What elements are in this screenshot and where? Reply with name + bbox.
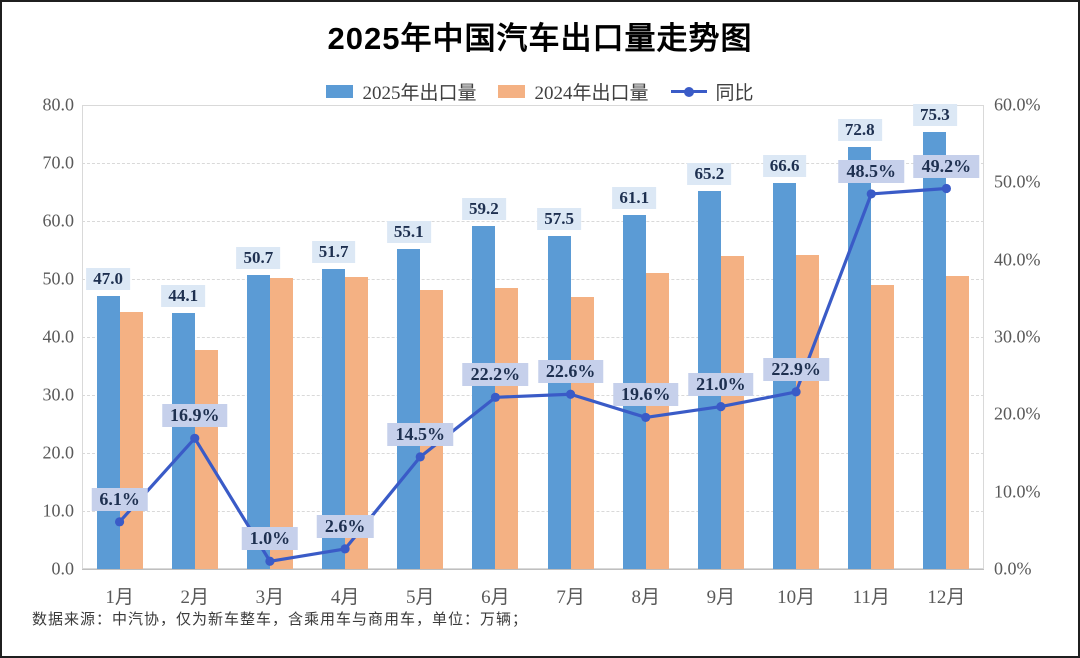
x-axis-label: 5月 [405,587,435,608]
bar-2025 [171,313,195,569]
x-axis-label: 1月 [105,587,134,608]
right-axis-tick: 60.0% [994,94,1041,115]
bar-value-label: 61.1 [612,186,657,209]
bar-2025 [848,146,872,569]
legend-item-2: 同比 [670,78,754,105]
x-axis-label: 4月 [330,587,360,608]
legend-label: 同比 [715,83,754,104]
left-axis-tick: 0.0 [51,558,75,579]
bar-value-label: 59.2 [462,197,506,220]
line-value-label: 1.0% [241,527,299,551]
bar-2024 [946,276,970,569]
line-value-label: 19.6% [613,383,679,407]
bar-2025 [547,235,571,569]
line-marker-dot-icon [683,86,694,97]
right-axis-tick: 10.0% [994,481,1041,502]
blue-bar-swatch-icon [326,85,354,98]
legend-label: 2024年出口量 [534,83,649,104]
bar-2024 [495,288,519,569]
x-axis-label: 2月 [180,587,210,608]
left-axis-tick: 80.0 [42,94,75,115]
left-axis-tick: 50.0 [42,268,75,289]
line-value-label: 49.2% [913,154,980,178]
source-note: 数据来源：中汽协，仅为新车整车，含乘用车与商用车，单位：万辆； [32,612,529,628]
line-value-label: 14.5% [387,422,453,446]
bar-2024 [871,284,895,569]
bar-2024 [720,256,744,569]
bar-value-label: 65.2 [687,162,732,185]
bar-value-label: 75.3 [913,104,957,127]
legend-label: 2025年出口量 [362,83,477,104]
bar-value-label: 51.7 [311,241,356,264]
bar-2025 [923,132,947,569]
left-axis-tick: 10.0 [42,500,75,521]
line-value-label: 21.0% [688,372,754,396]
x-axis-label: 6月 [481,587,510,608]
left-axis-tick: 20.0 [42,442,75,463]
bar-value-label: 44.1 [161,285,206,308]
x-axis-label: 3月 [255,587,285,608]
x-axis-label: 7月 [556,587,585,608]
x-axis-label: 9月 [706,587,736,608]
x-axis-label: 11月 [852,587,890,608]
bar-2025 [397,249,421,569]
line-value-label: 2.6% [316,514,374,538]
line-value-label: 22.2% [462,363,529,387]
legend: 2025年出口量 2024年出口量 同比 [2,78,1078,105]
gridline [82,163,984,164]
left-axis-tick: 30.0 [42,384,75,405]
line-value-label: 6.1% [91,487,148,511]
x-axis-label: 12月 [927,587,966,608]
line-value-label: 16.9% [162,404,228,428]
bar-2024 [645,272,669,569]
bar-2024 [194,350,218,569]
bar-2025 [96,296,120,569]
legend-item-1: 2024年出口量 [498,78,649,105]
bar-2024 [570,296,594,569]
bar-2024 [269,277,293,569]
bar-2024 [796,254,820,569]
left-axis-tick: 40.0 [42,326,75,347]
right-axis-tick: 50.0% [994,171,1041,192]
right-axis-tick: 20.0% [994,403,1041,424]
bar-2025 [472,225,496,569]
bar-value-label: 66.6 [762,154,807,177]
right-axis-tick: 0.0% [994,558,1032,579]
bar-value-label: 47.0 [86,268,130,291]
x-axis-label: 10月 [777,587,816,608]
bar-value-label: 72.8 [837,118,882,141]
line-marker-swatch-icon [670,86,707,97]
left-axis-tick: 60.0 [42,210,75,231]
bar-value-label: 55.1 [386,221,431,244]
line-value-label: 22.6% [537,360,604,384]
right-axis-tick: 40.0% [994,249,1041,270]
chart-title: 2025年中国汽车出口量走势图 [327,21,753,56]
legend-item-0: 2025年出口量 [326,78,476,105]
left-axis-tick: 70.0 [42,152,75,173]
x-axis-line [82,569,984,570]
bar-value-label: 57.5 [537,207,581,230]
orange-bar-swatch-icon [498,85,526,98]
line-value-label: 48.5% [838,159,904,183]
bar-2024 [119,312,143,569]
line-value-label: 22.9% [763,357,829,381]
bar-value-label: 50.7 [236,246,281,269]
bar-2025 [246,274,270,569]
x-axis-label: 8月 [631,587,661,608]
right-axis-tick: 30.0% [994,326,1041,347]
